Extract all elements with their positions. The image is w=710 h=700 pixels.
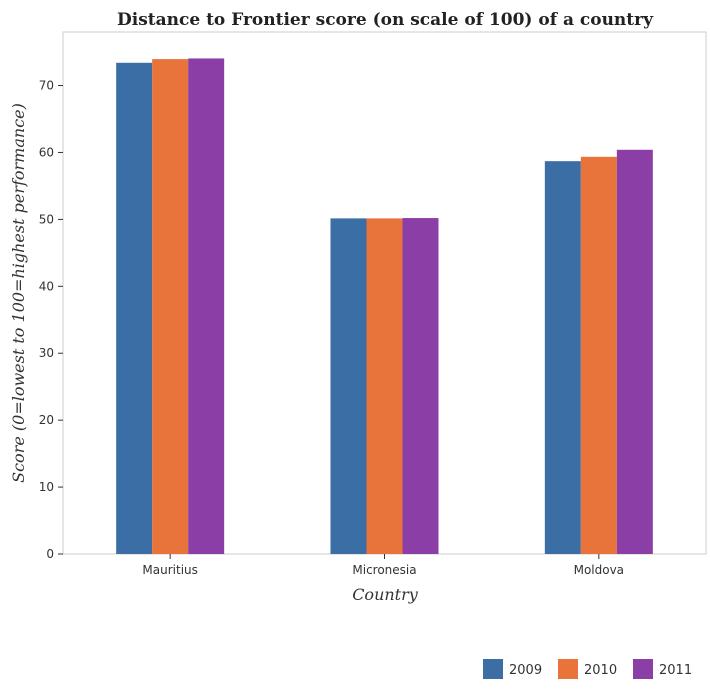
x-axis: Mauritius Micronesia Moldova: [142, 554, 624, 577]
bar-mauritius-2009: [116, 62, 153, 555]
y-tick-label: 20: [39, 413, 54, 427]
legend: 2009 2010 2011: [483, 659, 692, 679]
legend-swatch-2009: [483, 659, 503, 679]
bar-moldova-2010: [580, 156, 617, 555]
bars: [116, 58, 653, 555]
legend-label-2010: 2010: [584, 663, 617, 678]
y-tick-label: 60: [39, 145, 54, 159]
y-axis: 0 10 20 30 40 50 60 70: [39, 79, 63, 561]
bar-micronesia-2009: [330, 218, 367, 554]
bar-moldova-2009: [544, 161, 581, 554]
y-tick-label: 70: [39, 79, 54, 93]
chart-title: Distance to Frontier score (on scale of …: [117, 10, 654, 30]
y-tick-label: 10: [39, 480, 54, 494]
x-tick-label: Mauritius: [142, 563, 197, 577]
y-tick-label: 0: [46, 547, 54, 561]
y-tick-label: 50: [39, 212, 54, 226]
legend-label-2011: 2011: [659, 663, 692, 678]
bar-moldova-2011: [616, 149, 653, 555]
bar-mauritius-2011: [188, 58, 225, 554]
bar-micronesia-2011: [402, 218, 439, 555]
x-axis-label: Country: [352, 585, 419, 604]
y-axis-label: Score (0=lowest to 100=highest performan…: [9, 103, 28, 483]
x-tick-label: Moldova: [574, 563, 624, 577]
legend-swatch-2011: [633, 659, 653, 679]
bar-mauritius-2010: [152, 59, 189, 554]
legend-label-2009: 2009: [509, 663, 542, 678]
bar-micronesia-2010: [366, 218, 403, 554]
y-tick-label: 40: [39, 279, 54, 293]
y-tick-label: 30: [39, 346, 54, 360]
legend-swatch-2010: [558, 659, 578, 679]
x-tick-label: Micronesia: [352, 563, 416, 577]
